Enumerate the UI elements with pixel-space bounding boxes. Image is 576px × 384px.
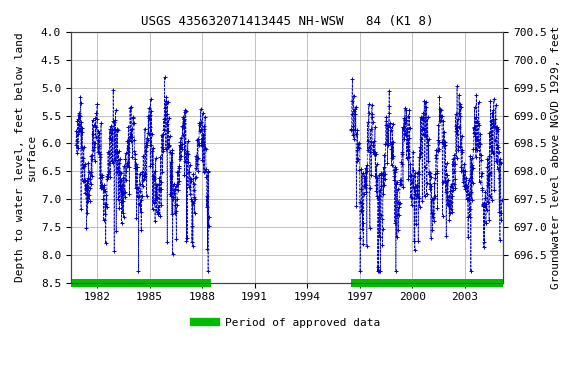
Legend: Period of approved data: Period of approved data bbox=[190, 313, 385, 332]
Y-axis label: Groundwater level above NGVD 1929, feet: Groundwater level above NGVD 1929, feet bbox=[551, 26, 561, 289]
Y-axis label: Depth to water level, feet below land
surface: Depth to water level, feet below land su… bbox=[15, 32, 37, 282]
Title: USGS 435632071413445 NH-WSW   84 (K1 8): USGS 435632071413445 NH-WSW 84 (K1 8) bbox=[141, 15, 433, 28]
